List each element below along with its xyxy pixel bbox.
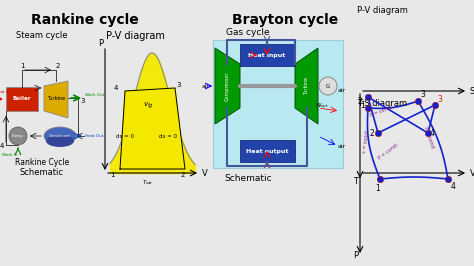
Text: ds = 0: ds = 0 [159,134,177,139]
Polygon shape [120,88,185,169]
Text: 4: 4 [114,85,118,91]
Text: Schematic: Schematic [224,174,272,183]
Text: 2: 2 [181,172,185,178]
Circle shape [9,127,27,145]
Text: Heat In: Heat In [0,90,9,94]
Text: P: P [353,251,358,260]
Text: Turbine: Turbine [47,95,65,101]
Text: $v_{fg}$: $v_{fg}$ [143,101,154,111]
Text: Compressor: Compressor [225,71,229,101]
Text: T: T [353,177,358,185]
Text: P-V diagram: P-V diagram [106,31,164,41]
Text: 1: 1 [360,101,365,110]
Text: V: V [470,168,474,177]
Text: Rankine Cycle: Rankine Cycle [15,158,69,167]
Text: 1: 1 [375,184,380,193]
Text: s = const: s = const [423,125,435,149]
Polygon shape [44,81,68,118]
Text: Heat Out: Heat Out [85,134,103,138]
Text: P: P [98,39,103,48]
Text: S: S [470,86,474,95]
Text: Rankine cycle: Rankine cycle [31,13,139,27]
Text: Heat output: Heat output [246,148,288,153]
Text: Work In: Work In [2,153,18,157]
Polygon shape [215,48,240,124]
Text: Brayton cycle: Brayton cycle [232,13,338,27]
Text: Condenser: Condenser [49,134,71,138]
FancyBboxPatch shape [240,44,295,66]
Text: 1: 1 [20,63,24,69]
Text: air: air [202,84,210,89]
Text: P-V diagram: P-V diagram [357,6,408,15]
Text: 1: 1 [110,172,114,178]
Text: $W_{out}$: $W_{out}$ [315,101,329,110]
Text: Gas cycle: Gas cycle [226,28,270,37]
Text: G: G [326,84,330,89]
Text: Turbine: Turbine [304,77,310,95]
Text: P = const.: P = const. [378,142,401,161]
Text: 3: 3 [176,82,181,88]
Text: Schematic: Schematic [20,168,64,177]
Text: 2: 2 [56,63,60,69]
FancyBboxPatch shape [6,87,38,111]
Text: air: air [338,143,346,148]
Ellipse shape [46,135,74,147]
Text: T-S diagram: T-S diagram [357,99,407,108]
Text: Heat input: Heat input [248,52,286,57]
Text: air: air [338,89,346,94]
Text: 2: 2 [369,128,374,138]
Text: Work Out: Work Out [85,93,104,97]
Circle shape [319,77,337,95]
FancyBboxPatch shape [240,140,295,162]
Text: 4: 4 [430,128,435,138]
Text: 3: 3 [80,98,84,104]
Text: ds = 0: ds = 0 [116,134,134,139]
Text: s = const: s = const [362,129,370,153]
Text: $T_{sat}$: $T_{sat}$ [142,178,154,187]
Text: 4: 4 [451,182,456,191]
Ellipse shape [44,127,76,145]
Text: 2: 2 [357,97,362,106]
Text: 3: 3 [437,95,442,104]
Text: Steam cycle: Steam cycle [16,31,68,40]
Text: Pump: Pump [12,134,24,138]
Polygon shape [295,48,318,124]
Text: 3: 3 [420,90,425,99]
Text: V: V [202,168,208,177]
FancyBboxPatch shape [213,40,343,168]
Text: Boiler: Boiler [13,97,31,102]
Text: P = const.: P = const. [370,104,395,118]
Text: 4: 4 [0,143,4,149]
